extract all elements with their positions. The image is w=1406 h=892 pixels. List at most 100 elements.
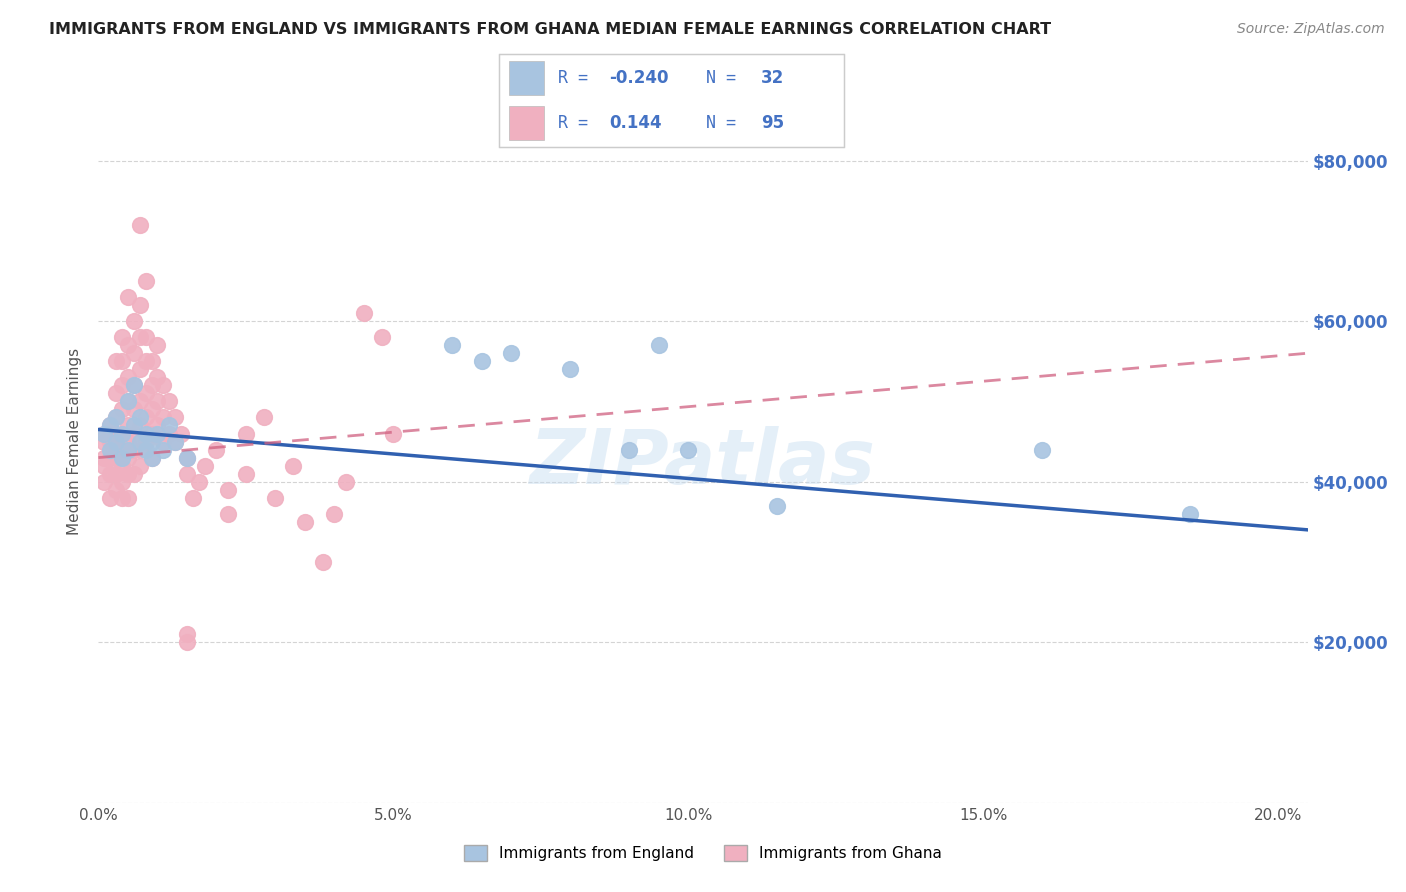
Point (619, 442, 641, 457)
Point (146, 426, 169, 441)
Point (176, 467, 198, 481)
Point (648, 338, 671, 352)
Text: -0.240: -0.240 (609, 69, 669, 87)
Point (152, 410, 174, 425)
Point (141, 450, 163, 465)
Point (98, 491, 121, 505)
Point (105, 354, 128, 368)
Point (294, 515, 316, 529)
Point (146, 338, 169, 352)
Point (122, 314, 145, 328)
Point (93, 426, 115, 441)
Bar (509, 61, 544, 95)
Point (382, 426, 405, 441)
Point (235, 467, 257, 481)
Bar (509, 106, 544, 140)
Point (335, 475, 357, 489)
Point (281, 458, 304, 473)
Point (122, 442, 145, 457)
Point (152, 434, 174, 449)
Text: IMMIGRANTS FROM ENGLAND VS IMMIGRANTS FROM GHANA MEDIAN FEMALE EARNINGS CORRELAT: IMMIGRANTS FROM ENGLAND VS IMMIGRANTS FR… (49, 22, 1052, 37)
Point (128, 362, 150, 376)
Point (122, 467, 145, 481)
Point (105, 426, 128, 441)
Point (157, 426, 180, 441)
Point (105, 450, 128, 465)
Point (111, 330, 134, 344)
Point (111, 450, 134, 465)
Point (98, 467, 121, 481)
Point (98, 450, 121, 465)
Point (165, 434, 187, 449)
Point (98, 434, 121, 449)
Point (128, 418, 150, 433)
Point (111, 378, 134, 392)
Point (117, 394, 139, 409)
Point (105, 434, 128, 449)
Point (128, 394, 150, 409)
Point (117, 338, 139, 352)
Point (111, 426, 134, 441)
Point (98, 426, 121, 441)
Point (176, 450, 198, 465)
Point (323, 507, 346, 521)
Text: Source: ZipAtlas.com: Source: ZipAtlas.com (1237, 22, 1385, 37)
Point (128, 442, 150, 457)
Point (98, 418, 121, 433)
Point (128, 410, 150, 425)
Point (117, 418, 139, 433)
Point (135, 410, 157, 425)
Text: R =: R = (558, 69, 598, 87)
Point (93, 426, 115, 441)
Point (128, 434, 150, 449)
Point (146, 418, 169, 433)
Point (176, 627, 198, 641)
Point (122, 346, 145, 360)
Text: R =: R = (558, 114, 607, 132)
Point (117, 394, 139, 409)
Point (135, 434, 157, 449)
Point (98, 418, 121, 433)
Point (105, 410, 128, 425)
Point (93, 475, 115, 489)
Point (117, 467, 139, 481)
Point (105, 386, 128, 401)
Point (1178, 507, 1201, 521)
Point (117, 491, 139, 505)
Point (165, 434, 187, 449)
Point (105, 483, 128, 497)
Text: ZIPatlas: ZIPatlas (530, 426, 876, 500)
Point (678, 442, 700, 457)
Point (122, 402, 145, 417)
Point (122, 378, 145, 392)
Point (135, 386, 157, 401)
Point (157, 418, 180, 433)
Point (141, 450, 163, 465)
Point (111, 458, 134, 473)
Point (165, 410, 187, 425)
Legend: Immigrants from England, Immigrants from Ghana: Immigrants from England, Immigrants from… (457, 839, 949, 867)
Point (370, 330, 392, 344)
Point (111, 354, 134, 368)
Point (135, 354, 157, 368)
Point (117, 290, 139, 304)
Point (135, 442, 157, 457)
Point (146, 394, 169, 409)
Text: N =: N = (706, 114, 745, 132)
Point (117, 370, 139, 384)
Point (128, 298, 150, 312)
Point (111, 442, 134, 457)
Point (117, 442, 139, 457)
Point (93, 434, 115, 449)
Point (135, 426, 157, 441)
Point (1031, 442, 1053, 457)
Point (117, 450, 139, 465)
Point (128, 458, 150, 473)
Point (252, 410, 274, 425)
Point (105, 410, 128, 425)
Point (122, 418, 145, 433)
Point (141, 354, 163, 368)
Point (141, 378, 163, 392)
Point (93, 450, 115, 465)
Point (117, 434, 139, 449)
